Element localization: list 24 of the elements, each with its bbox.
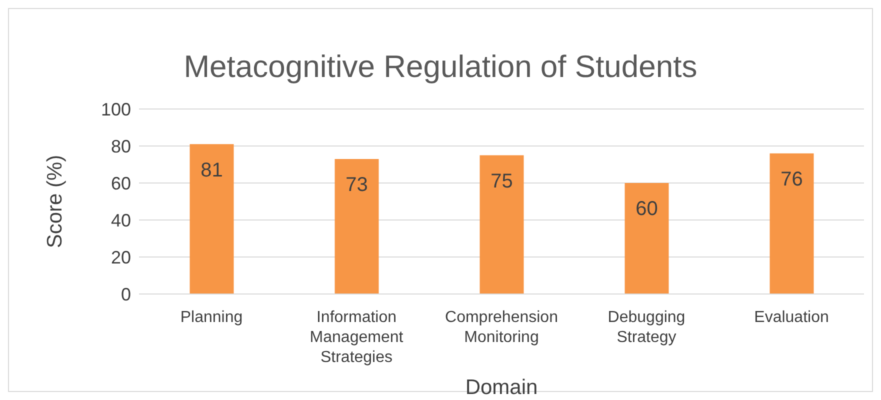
- y-tick-label: 100: [100, 99, 131, 120]
- bar: [480, 155, 524, 294]
- y-tick-label: 60: [110, 173, 131, 194]
- x-axis-title: Domain: [465, 376, 538, 399]
- bar: [334, 158, 379, 294]
- x-tick-label: Debugging Strategy: [608, 309, 686, 346]
- x-tick-label: Information Management Strategies: [310, 309, 404, 366]
- y-axis-title: Score (%): [43, 154, 66, 248]
- x-tick-label: Evaluation: [754, 309, 829, 326]
- data-label: 75: [490, 170, 513, 192]
- y-tick-label: 0: [120, 284, 131, 304]
- x-tick-label: Comprehension Monitoring: [445, 309, 558, 346]
- bar: [770, 153, 814, 294]
- data-label: 76: [780, 168, 803, 191]
- bar: [624, 183, 669, 294]
- x-tick-label: Planning: [180, 309, 243, 326]
- bar: [190, 144, 234, 294]
- y-tick-label: 40: [110, 210, 131, 230]
- data-label: 81: [200, 159, 223, 182]
- data-label: 73: [346, 174, 368, 196]
- chart-title: Metacognitive Regulation of Students: [182, 48, 698, 86]
- y-tick-label: 80: [110, 136, 131, 156]
- y-tick-label: 20: [110, 247, 131, 268]
- data-label: 60: [636, 198, 658, 220]
